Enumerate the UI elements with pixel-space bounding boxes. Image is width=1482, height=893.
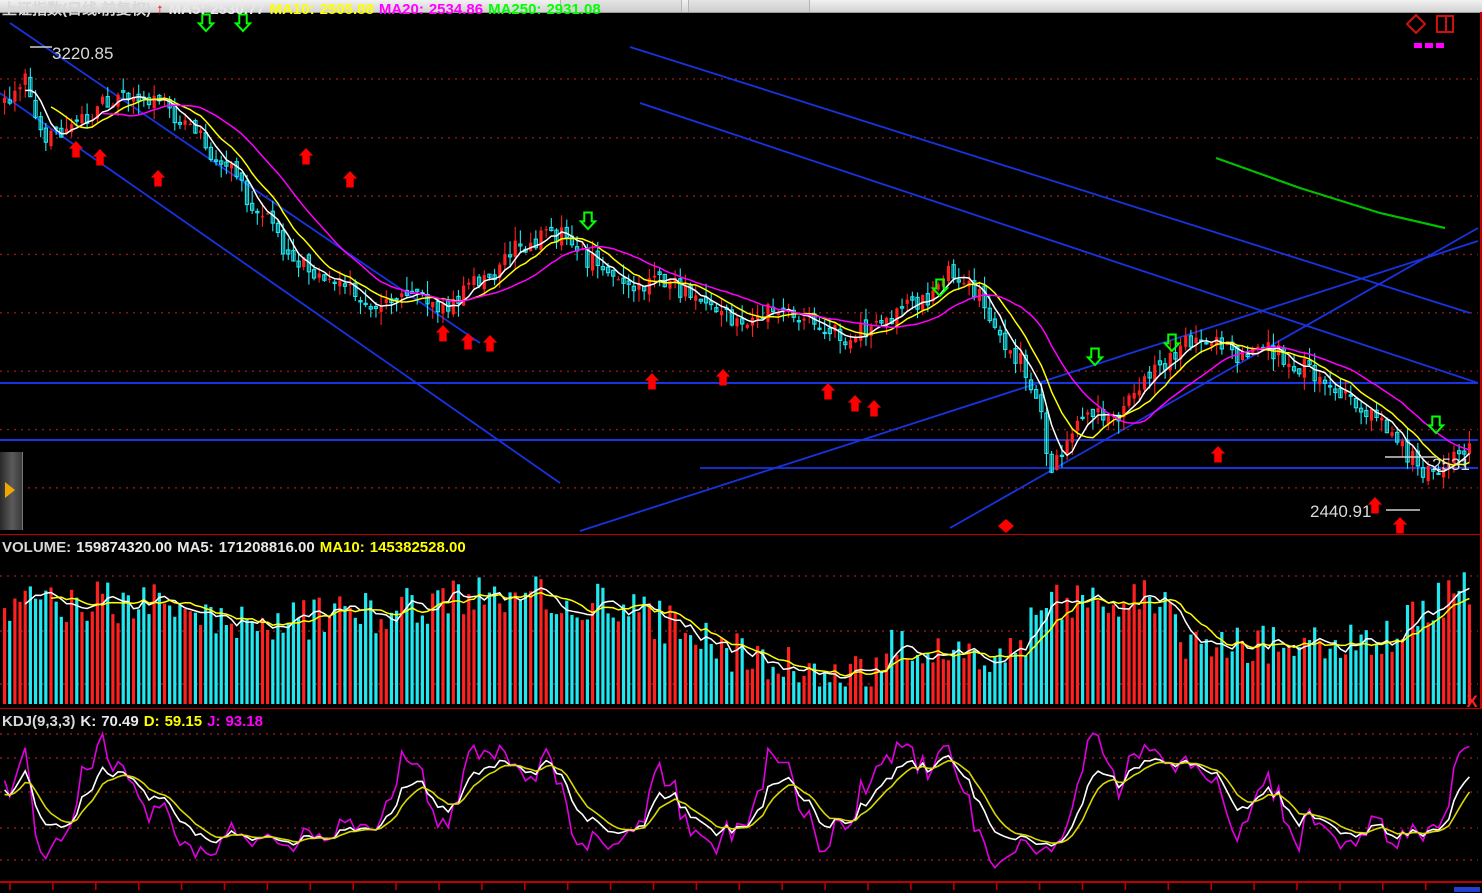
window-icon[interactable] [1436, 15, 1454, 33]
time-axis [0, 881, 1482, 883]
kdj-k-value: 70.49 [101, 713, 139, 730]
chart-right-border [1480, 13, 1482, 708]
horizontal-scrollbar[interactable] [1454, 887, 1480, 892]
taskbar-segment[interactable] [560, 0, 682, 12]
instrument-title: 上证指数(日线.前复权) [2, 1, 152, 18]
kdj-panel[interactable] [0, 710, 1482, 880]
ma250-label: MA250: [488, 1, 542, 18]
vol-ma5-label: MA5: [177, 539, 214, 556]
volume-label: VOLUME: [2, 539, 72, 556]
kdj-d-label: D: [143, 713, 160, 730]
expand-arrow-icon [5, 482, 15, 498]
volume-panel-header: VOLUME: 159874320.00 MA5: 171208816.00 MA10:… [2, 540, 471, 555]
price-volume-divider [0, 534, 1482, 535]
chart-tool-icons[interactable] [1382, 12, 1478, 48]
diamond-icon[interactable] [1406, 14, 1426, 34]
ma250-value: 2931.08 [546, 1, 601, 18]
dots-icon[interactable] [1414, 35, 1450, 48]
kdj-k-label: K: [80, 713, 97, 730]
close-icon[interactable]: X [1466, 692, 1478, 711]
price-panel-header: 上证指数(日线.前复权) ↑ MA5: 2530.77 MA10: 2505.88 MA20… [2, 2, 606, 17]
vol-ma5-value: 171208816.00 [218, 539, 315, 556]
price-last-label: 2531 [1432, 455, 1470, 474]
volume-value: 159874320.00 [76, 539, 173, 556]
time-axis-ticks [9, 883, 1427, 890]
price-high-label: 3220.85 [52, 44, 114, 63]
window-title-strip [0, 0, 1482, 13]
volume-kdj-divider [0, 708, 1482, 709]
kdj-d-value: 59.15 [164, 713, 203, 730]
kdj-j-label: J: [207, 713, 221, 730]
price-chart-canvas[interactable] [0, 13, 1482, 534]
trend-up-icon: ↑ [156, 1, 164, 18]
kdj-panel-header: KDJ(9,3,3) K: 70.49 D: 59.15 J: 93.18 [2, 714, 268, 729]
kdj-label: KDJ(9,3,3) [2, 713, 76, 730]
price-low-label: 2440.91 [1310, 502, 1372, 521]
ma20-label: MA20: [378, 1, 424, 18]
ma5-label: MA5: [168, 1, 206, 18]
volume-panel[interactable] [0, 536, 1482, 708]
kdj-j-value: 93.18 [225, 713, 263, 730]
ma10-value: 2505.88 [319, 1, 374, 18]
vol-ma10-value: 145382528.00 [369, 539, 466, 556]
ma20-value: 2534.86 [428, 1, 484, 18]
kdj-chart-canvas[interactable] [0, 710, 1482, 880]
taskbar-segment[interactable] [688, 0, 810, 12]
ma5-value: 2530.77 [210, 1, 265, 18]
vol-ma10-label: MA10: [319, 539, 365, 556]
price-chart-panel[interactable] [0, 13, 1482, 534]
volume-chart-canvas[interactable] [0, 536, 1482, 708]
left-panel-expander[interactable] [0, 452, 23, 530]
ma10-label: MA10: [269, 1, 315, 18]
